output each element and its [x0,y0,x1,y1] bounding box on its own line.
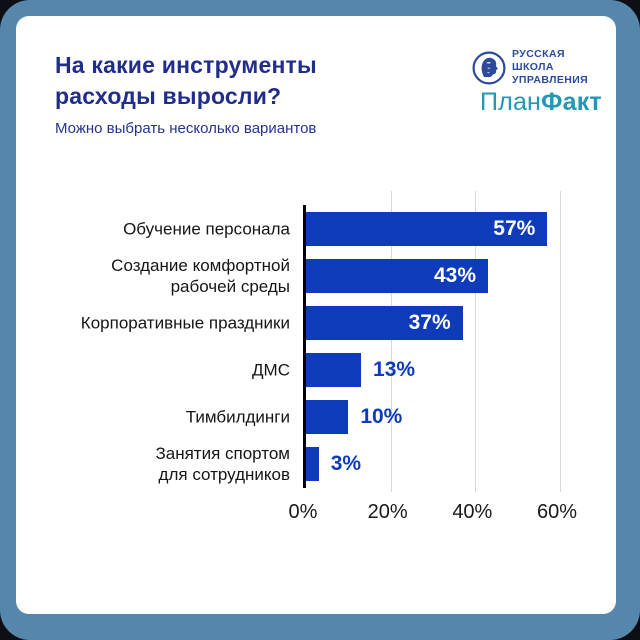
bar [306,447,319,481]
rsu-classical-head-icon [472,51,506,85]
rsu-logo-text: РУССКАЯ ШКОЛА УПРАВЛЕНИЯ [512,48,588,87]
category-label: Занятия спортомдля сотрудников [16,443,290,485]
rsu-logo-line: УПРАВЛЕНИЯ [512,74,588,87]
value-label: 3% [331,452,361,476]
chart-row: ДМС 13% [16,347,616,394]
x-tick-label: 0% [289,501,318,524]
x-axis-ticks: 0%20%40%60% [303,501,557,531]
x-tick-label: 40% [452,501,492,524]
poster-frame: На какие инструменты расходы выросли? Мо… [0,0,640,640]
chart-row: Обучение персонала 57% [16,205,616,252]
rsu-logo: РУССКАЯ ШКОЛА УПРАВЛЕНИЯ [472,48,588,87]
chart-row: Тимбилдинги 10% [16,394,616,441]
category-label: Обучение персонала [16,218,290,239]
chart-rows: Обучение персонала 57% Создание комфортной… [16,205,616,488]
infographic-card: На какие инструменты расходы выросли? Мо… [16,16,616,614]
page-title: На какие инструменты расходы выросли? [55,50,355,112]
planfakt-wordmark: ПланФакт [480,88,602,117]
chart-row: Создание комфортнойрабочей среды 43% [16,252,616,299]
value-label: 57% [493,217,535,241]
rsu-logo-line: ШКОЛА [512,61,588,74]
x-tick-label: 20% [368,501,408,524]
bar [306,353,361,387]
page-subtitle: Можно выбрать несколько вариантов [55,120,316,137]
value-label: 37% [409,311,451,335]
value-label: 43% [434,264,476,288]
category-label: Тимбилдинги [16,407,290,428]
category-label: Корпоративные праздники [16,312,290,333]
planfakt-part2: Факт [541,88,602,116]
planfakt-part1: План [480,88,541,116]
value-label: 10% [360,405,402,429]
bar-chart: Обучение персонала 57% Создание комфортной… [16,205,616,545]
value-label: 13% [373,358,415,382]
bar [306,400,348,434]
x-tick-label: 60% [537,501,577,524]
chart-row: Занятия спортомдля сотрудников 3% [16,441,616,488]
chart-row: Корпоративные праздники 37% [16,299,616,346]
category-label: ДМС [16,360,290,381]
bar: 57% [306,212,547,246]
rsu-logo-line: РУССКАЯ [512,48,588,61]
category-label: Создание комфортнойрабочей среды [16,255,290,297]
bar: 37% [306,306,463,340]
bar: 43% [306,259,488,293]
